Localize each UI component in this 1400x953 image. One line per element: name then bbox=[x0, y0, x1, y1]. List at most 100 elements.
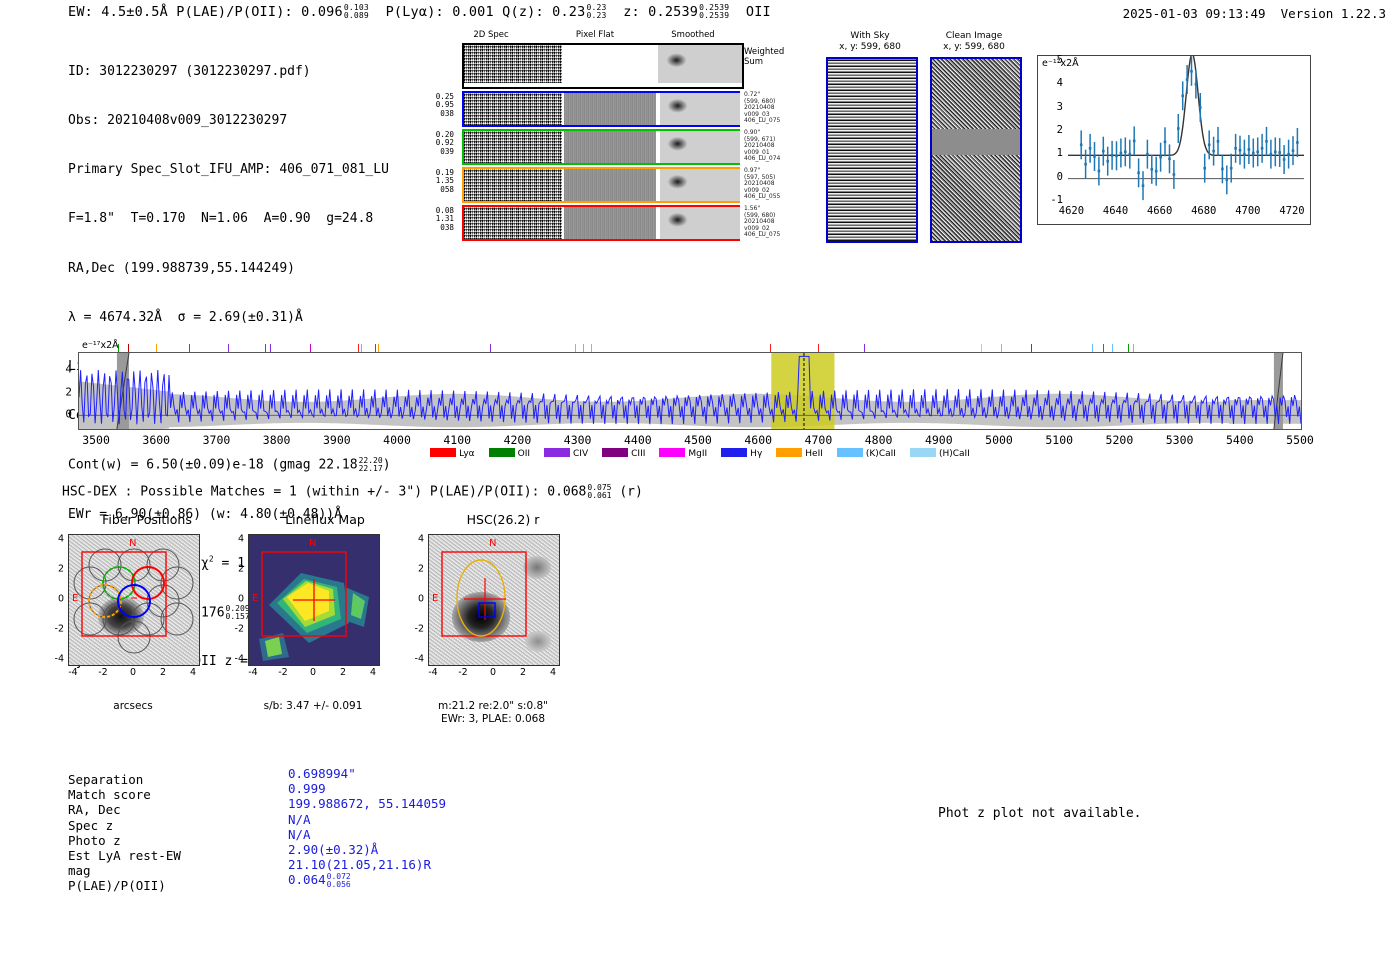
clean-image-title: Clean Image x, y: 599, 680 bbox=[943, 31, 1005, 52]
match-table-key: RA, Dec bbox=[68, 802, 121, 818]
fiber-row bbox=[462, 91, 740, 127]
primary-spec-line: Primary Spec_Slot_IFU_AMP: 406_071_081_L… bbox=[68, 162, 389, 178]
legend-swatch bbox=[776, 448, 803, 457]
cutout-ytick: 4 bbox=[57, 533, 64, 545]
match-table-key: Spec z bbox=[68, 817, 114, 833]
match-table-key: Separation bbox=[68, 772, 144, 787]
compass-n-hsc: N bbox=[489, 538, 497, 549]
cutout-xtick: -2 bbox=[98, 667, 108, 678]
match-table-value: 199.988672, 55.144059 bbox=[288, 796, 447, 812]
spectrum-xtick: 5000 bbox=[985, 433, 1013, 447]
match-table-key: Match score bbox=[68, 787, 151, 803]
cutout-xtick: 0 bbox=[309, 667, 317, 678]
fiber-row bbox=[462, 167, 740, 203]
legend-label: Hγ bbox=[750, 449, 763, 459]
cutout-ytick: 4 bbox=[237, 533, 244, 545]
cutout-ytick: 2 bbox=[417, 563, 424, 575]
timestamp-version: 2025-01-03 09:13:49 Version 1.22.3 bbox=[1123, 6, 1386, 21]
legend-swatch bbox=[909, 448, 936, 457]
hsc-r-caption1: m:21.2 re:2.0" s:0.8" bbox=[438, 700, 548, 712]
col-header-smoothed: Smoothed bbox=[671, 30, 715, 40]
header-z-lo: 0.2539 bbox=[699, 11, 730, 20]
hsc-r-image[interactable]: N E bbox=[428, 534, 560, 666]
header-summary-part2: P(Lyα): 0.001 Q(z): 0.23 bbox=[385, 4, 586, 20]
emission-line-tick bbox=[1102, 344, 1104, 352]
spectrum-xtick: 4200 bbox=[503, 433, 532, 447]
legend-swatch bbox=[544, 448, 571, 457]
spectrum-svg bbox=[79, 353, 1301, 429]
spectrum-legend: Lyα OII CIV CIII MgII Hγ HeII (K)CaII (H)CaII bbox=[0, 443, 1400, 462]
line-profile-ytick: 0 bbox=[1056, 170, 1063, 183]
col-header-2dspec: 2D Spec bbox=[473, 30, 509, 40]
line-profile-plot: e⁻¹⁷x2Å bbox=[1037, 55, 1311, 225]
emission-line-tick bbox=[264, 344, 266, 352]
legend-swatch bbox=[430, 448, 457, 457]
full-spectrum-plot: e⁻¹⁷x2Å bbox=[78, 340, 1302, 430]
cutout-title-hsc-r: HSC(26.2) r bbox=[466, 512, 540, 527]
line-profile-ytick: 3 bbox=[1056, 100, 1063, 113]
cutout-xtick: 2 bbox=[339, 667, 347, 678]
match-table-value: N/A bbox=[288, 826, 311, 842]
lineflux-map-image[interactable]: N E bbox=[248, 534, 380, 666]
cutout-xtick: 0 bbox=[489, 667, 497, 678]
spectrum-xtick: 4100 bbox=[443, 433, 472, 447]
spectrum-ytick: 0 bbox=[65, 407, 72, 421]
spectrum-xtick: 3800 bbox=[262, 433, 291, 447]
spectrum-xtick: 4500 bbox=[684, 433, 712, 447]
cutout-ytick: -4 bbox=[54, 653, 64, 665]
line-profile-xtick: 4680 bbox=[1191, 205, 1217, 217]
compass-e-hsc: E bbox=[432, 593, 439, 604]
cutout-ytick: 2 bbox=[57, 563, 64, 575]
emission-line-tick bbox=[575, 344, 577, 352]
emission-line-tick bbox=[270, 344, 272, 352]
hsc-r-caption2: EWr: 3, PLAE: 0.068 bbox=[440, 713, 546, 725]
source-id-line: ID: 3012230297 (3012230297.pdf) bbox=[68, 63, 311, 79]
cutout-xtick: 0 bbox=[129, 667, 137, 678]
legend-item: (H)CaII bbox=[909, 448, 970, 459]
line-profile-ytick: 2 bbox=[1056, 124, 1063, 136]
match-table-value: 21.10(21.05,21.16)R bbox=[288, 857, 431, 873]
emission-line-tick bbox=[309, 344, 311, 352]
legend-label: Lyα bbox=[459, 449, 475, 459]
continuum-wide-line: Cont(w) = 6.50(±0.09)e-18 (gmag 22.18 22.… bbox=[68, 456, 391, 474]
fiber-rows: 0.25 0.95 038 0.72" (599, 680) 20210408 v009_0… bbox=[436, 91, 780, 243]
legend-label: OII bbox=[517, 449, 531, 459]
line-profile-ytick: -1 bbox=[1050, 194, 1063, 206]
legend-item: CIV bbox=[544, 448, 588, 459]
emission-line-tick bbox=[590, 344, 592, 352]
fiber-row bbox=[462, 129, 740, 165]
legend-label: CIII bbox=[631, 449, 646, 459]
match-table-value: N/A bbox=[288, 811, 311, 827]
match-table-value: 0.999 bbox=[288, 781, 326, 797]
radec-line: RA,Dec (199.988739,55.144249) bbox=[68, 260, 295, 276]
cutout-xtick: 4 bbox=[549, 667, 557, 678]
emission-line-tick bbox=[377, 344, 379, 352]
line-profile-xtick: 4640 bbox=[1102, 205, 1129, 217]
match-table-value: 2.90(±0.32)Å bbox=[288, 842, 379, 857]
legend-label: HeII bbox=[805, 449, 823, 459]
compass-n-lineflux: N bbox=[309, 538, 317, 549]
fiber-row-right-label: 0.90" (599, 671) 20210408 v009_01 406_LU_074 bbox=[744, 129, 781, 163]
emission-line-tick bbox=[1112, 344, 1114, 352]
emission-line-tick bbox=[360, 344, 362, 352]
spectrum-xtick: 4000 bbox=[383, 433, 411, 447]
legend-item: Lyα bbox=[430, 448, 475, 459]
spectrum-xtick: 5400 bbox=[1225, 433, 1254, 447]
weighted-sum-label: Weighted Sum bbox=[744, 47, 785, 67]
fiber-row-right-label: 0.72" (599, 680) 20210408 v009_03 406_LU_075 bbox=[744, 91, 781, 125]
line-profile-xtick: 4660 bbox=[1146, 205, 1173, 217]
emission-line-tick bbox=[770, 344, 772, 352]
fiber-row-right-label: 0.97" (597, 505) 20210408 v009_02 406_LU_055 bbox=[744, 167, 781, 201]
cutout-xtick: 2 bbox=[159, 667, 167, 678]
line-profile-svg bbox=[1068, 56, 1304, 201]
emission-line-tick bbox=[490, 344, 492, 352]
line-profile-annotation: e⁻¹⁷x2Å bbox=[1042, 58, 1079, 69]
fiber-positions-image[interactable]: N E bbox=[68, 534, 200, 666]
line-profile-ytick: 5 bbox=[1056, 54, 1063, 66]
cutout-xtick: 4 bbox=[189, 667, 197, 678]
spectrum-xtick: 4400 bbox=[623, 433, 652, 447]
spectrum-xtick: 4600 bbox=[744, 433, 773, 447]
emission-line-tick bbox=[228, 344, 230, 352]
cutout-xtick: 4 bbox=[369, 667, 377, 678]
emission-line-tick bbox=[864, 344, 866, 352]
